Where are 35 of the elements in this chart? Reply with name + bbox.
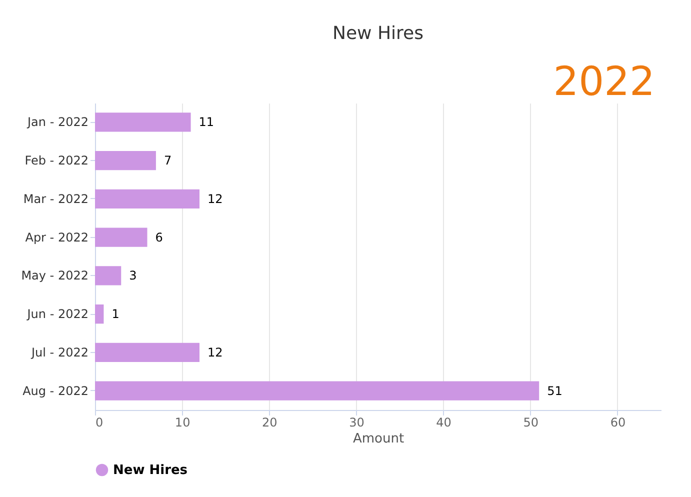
x-tick-label: 40	[436, 416, 452, 430]
bar	[95, 112, 191, 132]
y-tick-label: Jun - 2022	[26, 307, 88, 322]
bar	[95, 381, 540, 400]
y-tick-label: Aug - 2022	[22, 384, 88, 398]
y-tick-label: May - 2022	[21, 268, 88, 283]
annotation: 2022	[553, 59, 655, 105]
x-tick-label: 20	[262, 416, 278, 430]
y-tick-label: Jul - 2022	[30, 345, 88, 360]
bar	[95, 304, 104, 324]
x-axis-title: Amount	[352, 432, 404, 446]
bar	[95, 266, 122, 286]
y-tick-label: Feb - 2022	[24, 154, 88, 168]
data-label: 3	[129, 268, 137, 283]
data-label: 7	[164, 154, 172, 168]
data-label: 12	[207, 192, 223, 206]
bar	[95, 150, 156, 170]
data-label: 51	[547, 384, 562, 398]
bar	[95, 189, 200, 209]
x-tick-label: 50	[523, 416, 539, 430]
bar	[95, 228, 148, 247]
y-tick-label: Mar - 2022	[23, 192, 88, 206]
data-label: 6	[155, 230, 163, 244]
data-label: 11	[198, 115, 214, 130]
y-tick-label: Jan - 2022	[26, 115, 88, 130]
bar	[95, 342, 200, 362]
data-label: 12	[207, 345, 223, 360]
x-tick-label: 30	[349, 416, 364, 430]
legend-label: New Hires	[113, 463, 188, 478]
x-tick-label: 60	[610, 416, 626, 430]
y-tick-label: Apr - 2022	[25, 230, 88, 244]
chart-title: New Hires	[332, 23, 424, 44]
x-tick-label: 0	[96, 416, 104, 430]
data-label: 1	[112, 307, 120, 322]
x-tick-label: 10	[174, 416, 190, 430]
